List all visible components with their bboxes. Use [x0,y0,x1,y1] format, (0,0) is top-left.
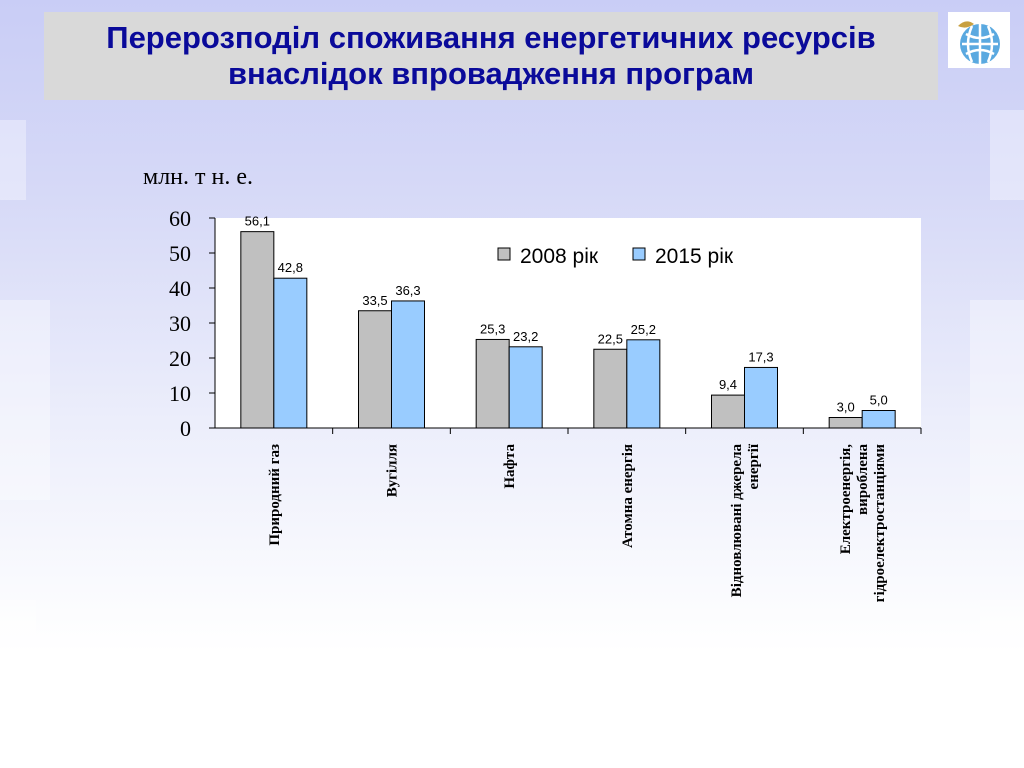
bar [358,310,392,429]
y-tick-label: 20 [169,346,191,371]
category-label: Природний газ [267,444,283,546]
bar [861,410,896,429]
category-label-line: Відновлювані джерела [729,444,745,598]
category-label-line: енергії [746,443,762,489]
category-label: Атомна енергія [620,444,636,548]
y-tick-label: 50 [169,241,191,266]
y-tick-label: 60 [169,206,191,231]
legend-label: 2008 рік [520,245,599,268]
category-label-line: Електроенергія, [838,444,854,555]
y-tick-label: 40 [169,276,191,301]
slide-title-line-1: Перерозподіл споживання енергетичних рес… [106,20,876,55]
bar [508,346,543,429]
y-tick-label: 30 [169,311,191,336]
background-decoration [980,600,1024,760]
bar [240,231,275,429]
bar [828,417,863,429]
data-label: 56,1 [245,214,270,229]
data-label: 25,3 [480,321,505,336]
category-label-line: Природний газ [267,444,283,546]
data-label: 5,0 [870,393,888,408]
data-label: 25,2 [631,322,656,337]
legend-label: 2015 рік [655,245,734,268]
globe-leaf-icon [958,21,1000,64]
y-tick-label: 10 [169,381,191,406]
slide-title-line-2: внаслідок впровадження програм [227,56,755,91]
bar [475,338,510,429]
unit-label: млн. т н. е. [143,164,253,190]
data-label: 36,3 [395,283,420,298]
y-tick-label: 0 [180,416,191,441]
category-label-line: Вугілля [385,444,401,497]
category-label-line: Нафта [502,444,518,489]
data-label: 9,4 [719,377,737,392]
bar [391,300,425,429]
data-label: 23,2 [513,329,538,344]
background-decoration [0,120,26,200]
category-label: Вугілля [385,444,401,497]
category-label-line: вироблена [855,444,871,515]
background-decoration [970,300,1024,520]
legend-swatch [632,247,646,261]
bar [744,366,778,429]
category-label-line: Атомна енергія [620,444,636,548]
plot-area [215,218,921,428]
background-decoration [0,300,50,500]
data-label: 17,3 [748,349,773,364]
data-label: 22,5 [598,331,623,346]
logo [948,12,1010,68]
legend-swatch [497,247,511,261]
background-decoration [990,110,1024,200]
data-label: 33,5 [362,293,387,308]
category-label: Відновлювані джерелаенергії [729,443,762,597]
bar [711,394,745,429]
background-decoration [0,600,36,760]
bar [273,277,308,429]
data-label: 42,8 [278,260,303,275]
category-label-line: гідроелектростанціями [872,444,888,603]
data-label: 3,0 [837,400,855,415]
bar [593,348,628,429]
bar [626,339,661,429]
category-label: Електроенергія,виробленагідроелектростан… [838,444,888,603]
slide-title: Перерозподіл споживання енергетичних рес… [44,12,938,100]
category-label: Нафта [502,444,518,489]
